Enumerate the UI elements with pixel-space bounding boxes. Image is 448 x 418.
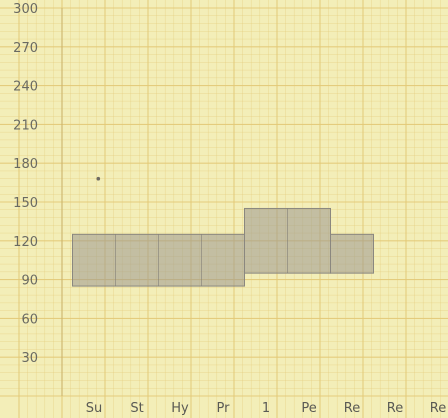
range-bands — [72, 207, 374, 287]
x-tick-label: Re — [430, 401, 446, 416]
x-axis-ticks: Su St Hy Pr 1 Pe Re Re Re — [86, 401, 446, 416]
x-tick-label: 1 — [262, 401, 270, 416]
x-tick-label: Pe — [301, 401, 316, 416]
y-tick-label: 30 — [21, 351, 38, 366]
y-tick-label: 210 — [13, 118, 38, 133]
y-tick-label: 180 — [13, 157, 38, 172]
x-tick-label: Pr — [217, 401, 231, 416]
y-tick-label: 60 — [21, 312, 38, 327]
x-tick-label: Su — [86, 401, 103, 416]
y-axis-ticks: 30 60 90 120 150 180 210 240 270 300 — [13, 2, 38, 366]
y-tick-label: 90 — [21, 274, 38, 289]
y-tick-label: 120 — [13, 235, 38, 250]
range-band — [330, 233, 374, 274]
x-tick-label: Re — [387, 401, 403, 416]
y-tick-label: 240 — [13, 80, 38, 95]
x-tick-label: St — [130, 401, 143, 416]
marker-point — [96, 176, 101, 181]
y-tick-label: 270 — [13, 41, 38, 56]
y-tick-label: 150 — [13, 196, 38, 211]
y-tick-label: 300 — [13, 2, 38, 17]
x-tick-label: Hy — [171, 401, 189, 416]
x-tick-label: Re — [344, 401, 360, 416]
markers — [96, 176, 101, 181]
